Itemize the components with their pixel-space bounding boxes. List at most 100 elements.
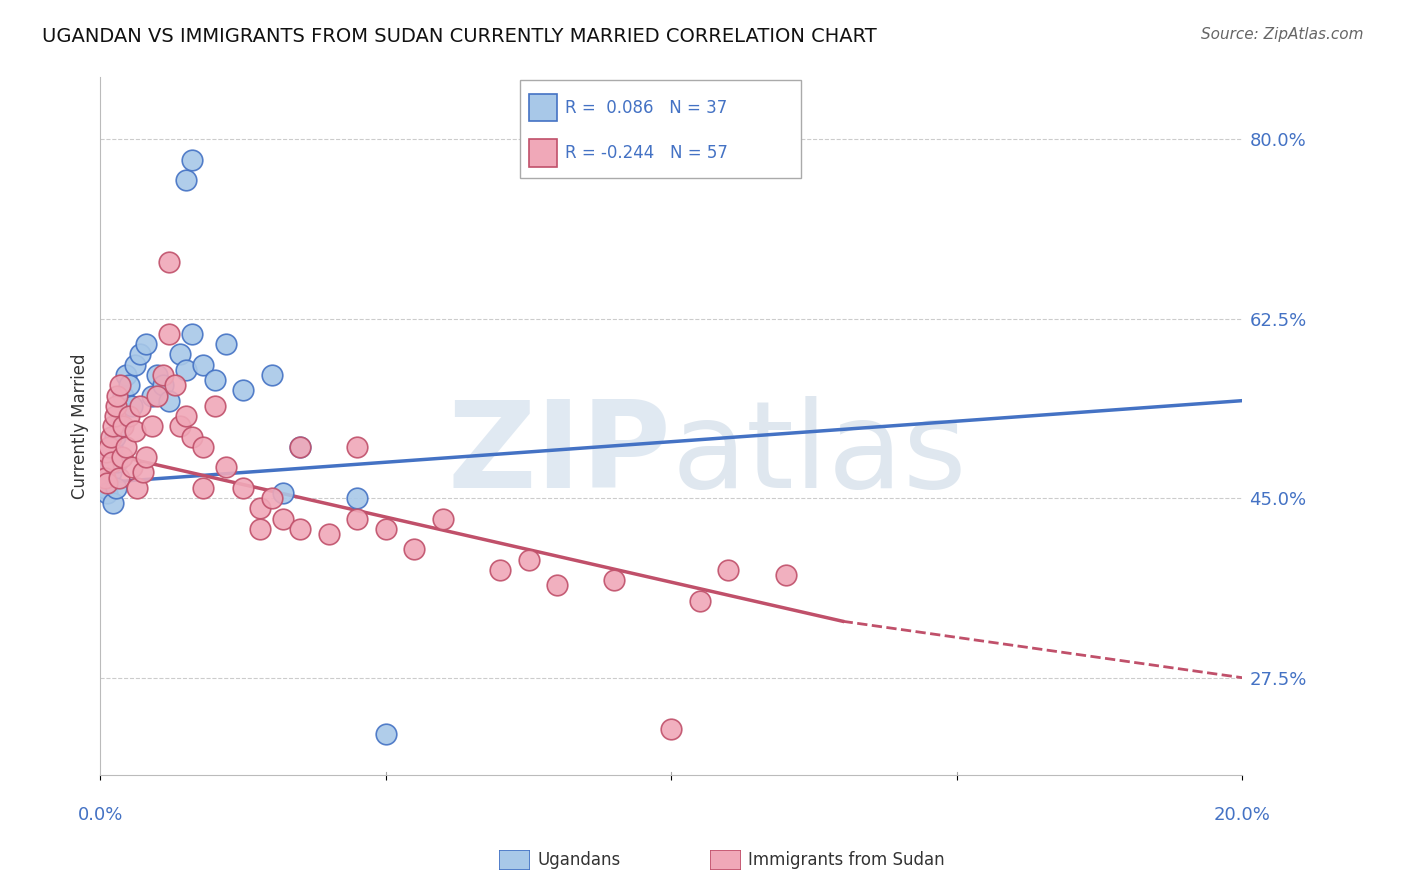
Point	[775, 568, 797, 582]
Text: Source: ZipAtlas.com: Source: ZipAtlas.com	[1201, 27, 1364, 42]
Point	[146, 368, 169, 382]
Point	[91, 470, 114, 484]
Point	[169, 419, 191, 434]
Point	[129, 399, 152, 413]
Point	[346, 491, 368, 505]
Point	[232, 481, 254, 495]
Point	[135, 337, 157, 351]
Point	[112, 419, 135, 434]
Text: ZIP: ZIP	[447, 396, 671, 513]
Text: UGANDAN VS IMMIGRANTS FROM SUDAN CURRENTLY MARRIED CORRELATION CHART: UGANDAN VS IMMIGRANTS FROM SUDAN CURRENT…	[42, 27, 877, 45]
Point	[101, 496, 124, 510]
Point	[157, 326, 180, 341]
Point	[94, 445, 117, 459]
Point	[374, 522, 396, 536]
Point	[215, 337, 238, 351]
Point	[115, 440, 138, 454]
Point	[180, 153, 202, 167]
Point	[110, 378, 132, 392]
Point	[104, 429, 127, 443]
Point	[100, 440, 122, 454]
Point	[260, 491, 283, 505]
Point	[100, 455, 122, 469]
Point	[101, 419, 124, 434]
Point	[517, 552, 540, 566]
Point	[121, 399, 143, 413]
Point	[105, 481, 128, 495]
Point	[107, 388, 129, 402]
Point	[249, 501, 271, 516]
Point	[489, 563, 512, 577]
Point	[204, 399, 226, 413]
Point	[104, 409, 127, 423]
Point	[603, 573, 626, 587]
Point	[163, 378, 186, 392]
Point	[271, 511, 294, 525]
Point	[97, 440, 120, 454]
Point	[127, 481, 149, 495]
Point	[96, 486, 118, 500]
Point	[121, 460, 143, 475]
Text: atlas: atlas	[671, 396, 967, 513]
Point	[204, 373, 226, 387]
Text: R =  0.086   N = 37: R = 0.086 N = 37	[565, 99, 727, 117]
Point	[180, 429, 202, 443]
Point	[346, 511, 368, 525]
Point	[129, 347, 152, 361]
Point	[174, 363, 197, 377]
Point	[94, 460, 117, 475]
Point	[249, 522, 271, 536]
Point	[169, 347, 191, 361]
Point	[105, 399, 128, 413]
Text: 20.0%: 20.0%	[1213, 806, 1271, 824]
Point	[374, 727, 396, 741]
Point	[94, 470, 117, 484]
Point	[174, 173, 197, 187]
Point	[115, 368, 138, 382]
FancyBboxPatch shape	[529, 139, 557, 167]
Point	[546, 578, 568, 592]
FancyBboxPatch shape	[499, 850, 530, 870]
Point	[94, 481, 117, 495]
Point	[111, 450, 134, 464]
Point	[290, 522, 312, 536]
Point	[346, 440, 368, 454]
Point	[404, 542, 426, 557]
Point	[135, 450, 157, 464]
Point	[91, 460, 114, 475]
Text: Immigrants from Sudan: Immigrants from Sudan	[748, 851, 945, 869]
Point	[100, 466, 122, 480]
Point	[118, 378, 141, 392]
Point	[152, 368, 174, 382]
Point	[191, 358, 214, 372]
FancyBboxPatch shape	[520, 80, 801, 178]
Point	[260, 368, 283, 382]
Point	[232, 384, 254, 398]
Point	[124, 425, 146, 439]
Text: Ugandans: Ugandans	[537, 851, 620, 869]
Point	[146, 388, 169, 402]
Point	[96, 475, 118, 490]
Point	[141, 419, 163, 434]
Point	[157, 255, 180, 269]
Point	[112, 388, 135, 402]
Point	[318, 527, 340, 541]
Point	[152, 378, 174, 392]
Point	[290, 440, 312, 454]
Point	[432, 511, 454, 525]
Point	[97, 450, 120, 464]
Text: R = -0.244   N = 57: R = -0.244 N = 57	[565, 144, 728, 161]
Point	[191, 481, 214, 495]
Point	[717, 563, 740, 577]
Point	[100, 429, 122, 443]
Y-axis label: Currently Married: Currently Married	[72, 353, 89, 499]
Point	[107, 470, 129, 484]
Point	[107, 455, 129, 469]
Point	[124, 358, 146, 372]
Point	[215, 460, 238, 475]
Point	[659, 722, 682, 736]
Point	[689, 593, 711, 607]
Point	[110, 419, 132, 434]
FancyBboxPatch shape	[529, 94, 557, 121]
Point	[271, 486, 294, 500]
